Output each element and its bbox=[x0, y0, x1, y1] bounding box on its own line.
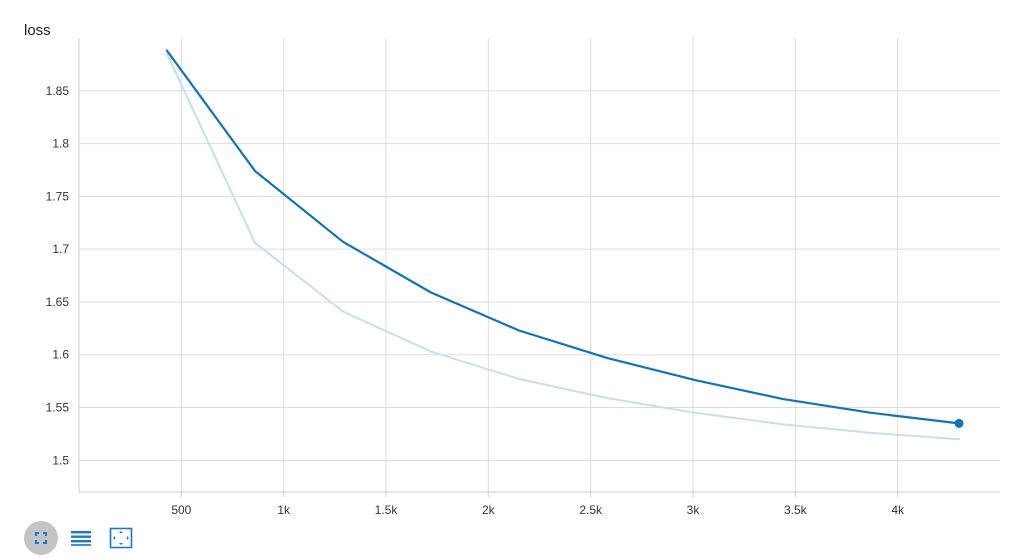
smoothed-series-line bbox=[165, 49, 961, 425]
y-tick-label: 1.75 bbox=[46, 189, 70, 203]
fit-domain-button[interactable] bbox=[104, 521, 138, 555]
x-tick-label: 1.5k bbox=[375, 503, 399, 517]
x-tick-label: 4k bbox=[891, 503, 905, 517]
raw-series-line bbox=[166, 52, 961, 441]
x-tick-label: 500 bbox=[171, 503, 191, 517]
series-layer bbox=[165, 49, 964, 441]
x-tick-label: 2k bbox=[482, 503, 496, 517]
x-tick-label: 3k bbox=[687, 503, 701, 517]
x-tick-label: 1k bbox=[277, 503, 291, 517]
x-tick-label: 2.5k bbox=[579, 503, 603, 517]
grid-layer bbox=[79, 38, 1000, 492]
y-tick-label: 1.55 bbox=[46, 401, 70, 415]
expand-icon bbox=[35, 532, 47, 544]
last-point-marker[interactable] bbox=[954, 418, 964, 428]
list-icon bbox=[71, 531, 91, 546]
y-tick-label: 1.8 bbox=[52, 137, 69, 151]
x-tick-label: 3.5k bbox=[784, 503, 808, 517]
chart-title: loss bbox=[24, 22, 51, 39]
y-tick-label: 1.65 bbox=[46, 295, 70, 309]
loss-chart[interactable]: 500 1k 1.5k 2k 2.5k 3k 3.5k 4k 1.5 1.55 1.6 1.65 1.7… bbox=[0, 0, 1024, 520]
y-tick-label: 1.5 bbox=[52, 453, 69, 467]
y-tick-label: 1.7 bbox=[52, 242, 69, 256]
y-tick-label: 1.6 bbox=[52, 348, 69, 362]
expand-button[interactable] bbox=[24, 521, 58, 555]
fit-domain-icon bbox=[109, 527, 133, 549]
toggle-log-scale-button[interactable] bbox=[64, 521, 98, 555]
chart-toolbar bbox=[24, 520, 138, 556]
axis-layer bbox=[78, 38, 1000, 497]
label-layer: 500 1k 1.5k 2k 2.5k 3k 3.5k 4k 1.5 1.55 1.6 1.65 1.7… bbox=[46, 84, 905, 517]
y-tick-label: 1.85 bbox=[46, 84, 70, 98]
